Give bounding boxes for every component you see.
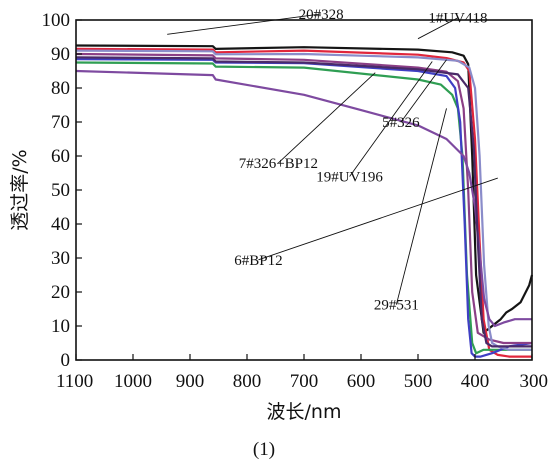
- series-line-6: [75, 69, 532, 328]
- series-line-7: [75, 56, 532, 348]
- annotation-label: 20#328: [299, 7, 344, 23]
- y-tick-label: 50: [51, 180, 70, 201]
- annotation-label: 6#BP12: [234, 253, 282, 269]
- x-tick-label: 400: [461, 371, 490, 392]
- y-tick-label: 40: [51, 214, 70, 235]
- series-line-0: [75, 44, 534, 334]
- y-tick-label: 60: [51, 146, 70, 167]
- y-tick-label: 100: [42, 10, 71, 31]
- annotation-label: 19#UV196: [316, 170, 383, 186]
- y-tick-label: 30: [51, 248, 70, 269]
- series-line-1: [75, 47, 532, 358]
- annotation-label: 7#326+BP12: [239, 156, 318, 172]
- y-tick-label: 70: [51, 112, 70, 133]
- y-tick-label: 0: [61, 350, 71, 371]
- series-line-5: [75, 49, 532, 351]
- y-tick-label: 80: [51, 78, 70, 99]
- y-tick-label: 10: [51, 316, 70, 337]
- annotation-label: 5#326: [382, 115, 420, 131]
- annotation-label: 29#531: [374, 298, 419, 314]
- annotation-leader: [349, 61, 433, 177]
- x-axis-title: 波长/nm: [267, 401, 342, 423]
- x-tick-label: 1000: [114, 371, 152, 392]
- x-tick-label: 600: [347, 371, 376, 392]
- annotation-leader: [395, 108, 447, 305]
- y-tick-label: 90: [51, 44, 70, 65]
- series-line-4: [75, 52, 532, 345]
- x-tick-label: 300: [520, 371, 549, 392]
- series-lines: [75, 44, 534, 358]
- y-tick-label: 20: [51, 282, 70, 303]
- annotation-leader: [258, 177, 498, 261]
- annotation-leader: [417, 17, 459, 40]
- figure-caption: (1): [253, 439, 275, 460]
- y-axis-title: 透过率/%: [9, 149, 31, 230]
- x-tick-label: 800: [233, 371, 262, 392]
- annotation-leader: [167, 13, 322, 35]
- annotation-leader: [278, 72, 376, 164]
- x-tick-label: 1100: [56, 371, 93, 392]
- x-tick-label: 500: [404, 371, 433, 392]
- annotation-label: 1#UV418: [428, 11, 487, 27]
- annotation-leader: [400, 59, 447, 123]
- axis-ticks: 0 10 20 30 40 50 60 70 80 90 100 1100 1000 900 800 700 6…: [42, 10, 549, 392]
- x-tick-label: 900: [176, 371, 205, 392]
- x-tick-label: 700: [290, 371, 319, 392]
